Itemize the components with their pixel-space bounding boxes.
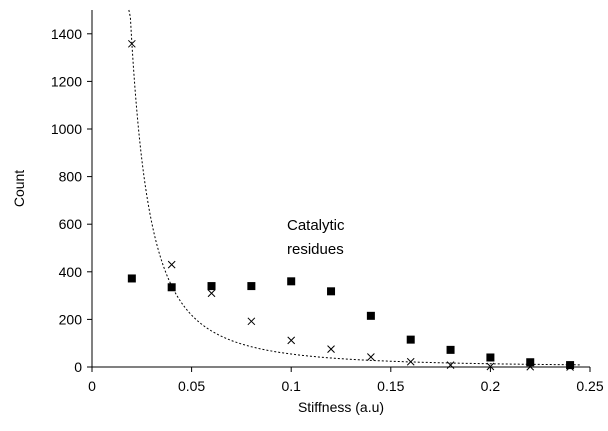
y-tick-label: 1400 <box>51 26 82 42</box>
square-point <box>327 287 336 296</box>
x-point <box>526 362 535 371</box>
series-2-x-markers <box>127 39 574 371</box>
x-tick-label: 0.2 <box>481 378 501 394</box>
x-point <box>486 362 495 371</box>
x-tick-label: 0.15 <box>377 378 404 394</box>
square-point <box>366 311 375 320</box>
x-tick-label: 0 <box>88 378 96 394</box>
y-tick-label: 1000 <box>51 121 82 137</box>
y-axis-ticks: 0 200 400 600 800 1000 1200 1400 <box>51 26 92 375</box>
square-point <box>406 335 415 344</box>
series-layer <box>127 39 575 371</box>
y-tick-label: 600 <box>59 216 83 232</box>
x-point <box>566 363 574 371</box>
x-tick-label: 0.25 <box>576 378 603 394</box>
x-point <box>167 260 176 269</box>
x-axis-label: Stiffness (a.u) <box>298 399 384 415</box>
square-point <box>526 358 535 367</box>
square-point <box>207 282 216 291</box>
plot-area: 0 200 400 600 800 1000 1200 1400 0 0.05 0.1 0.15 0.… <box>51 9 604 394</box>
fit-curve <box>128 9 581 366</box>
y-tick-label: 200 <box>59 311 83 327</box>
y-tick-label: 800 <box>59 169 83 185</box>
x-tick-label: 0.1 <box>281 378 301 394</box>
x-point <box>287 336 296 345</box>
x-point <box>127 39 136 48</box>
x-axis-ticks: 0 0.05 0.1 0.15 0.2 0.25 <box>88 367 604 394</box>
square-point <box>167 283 176 292</box>
y-tick-label: 1200 <box>51 73 82 89</box>
square-point <box>566 361 575 370</box>
y-tick-label: 0 <box>74 359 82 375</box>
annotation-line-2: residues <box>287 241 344 258</box>
x-point <box>207 289 216 298</box>
square-point <box>486 353 495 362</box>
y-axis-label: Count <box>11 170 27 207</box>
series-1-square-markers <box>127 274 575 370</box>
square-point <box>127 274 136 283</box>
square-point <box>287 277 296 286</box>
y-tick-label: 400 <box>59 264 83 280</box>
x-point <box>247 317 256 326</box>
x-point <box>446 361 455 369</box>
x-point <box>367 353 375 361</box>
x-point <box>327 345 335 354</box>
annotation-line-1: Catalytic <box>287 217 345 234</box>
square-point <box>446 345 455 354</box>
square-point <box>247 282 256 291</box>
x-point <box>406 357 415 366</box>
x-tick-label: 0.05 <box>178 378 205 394</box>
